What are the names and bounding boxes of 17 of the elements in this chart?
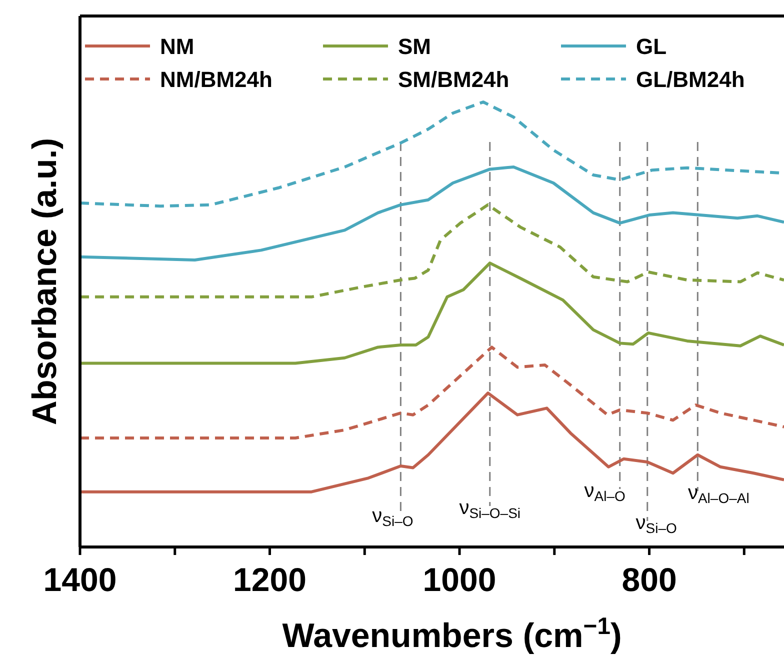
x-tick-label: 1000 (422, 561, 496, 598)
ref-line-label: ν$_{Si–O}$ (372, 505, 414, 530)
ref-line-label: ν$_{Al–O}$ (584, 480, 626, 504)
legend-label: SM (398, 34, 431, 59)
legend-label: GL (636, 34, 667, 59)
legend-label: NM (160, 34, 194, 59)
x-axis-title: Wavenumbers (cm$^{−1}$) (282, 612, 622, 655)
legend-label: GL/BM24h (636, 67, 745, 92)
x-tick-label: 1400 (43, 561, 117, 598)
x-tick-label: 1200 (233, 561, 306, 598)
legend-label: SM/BM24h (398, 67, 510, 92)
legend-label: NM/BM24h (160, 67, 272, 92)
ref-line-label: ν$_{Al–O–Al}$ (688, 482, 750, 506)
x-tick-label: 800 (622, 561, 677, 598)
y-axis-title: Absorbance (a.u.) (26, 138, 64, 426)
ref-line-label: ν$_{Si–O}$ (636, 512, 678, 536)
ref-line-label: ν$_{Si–O–Si}$ (459, 497, 521, 522)
